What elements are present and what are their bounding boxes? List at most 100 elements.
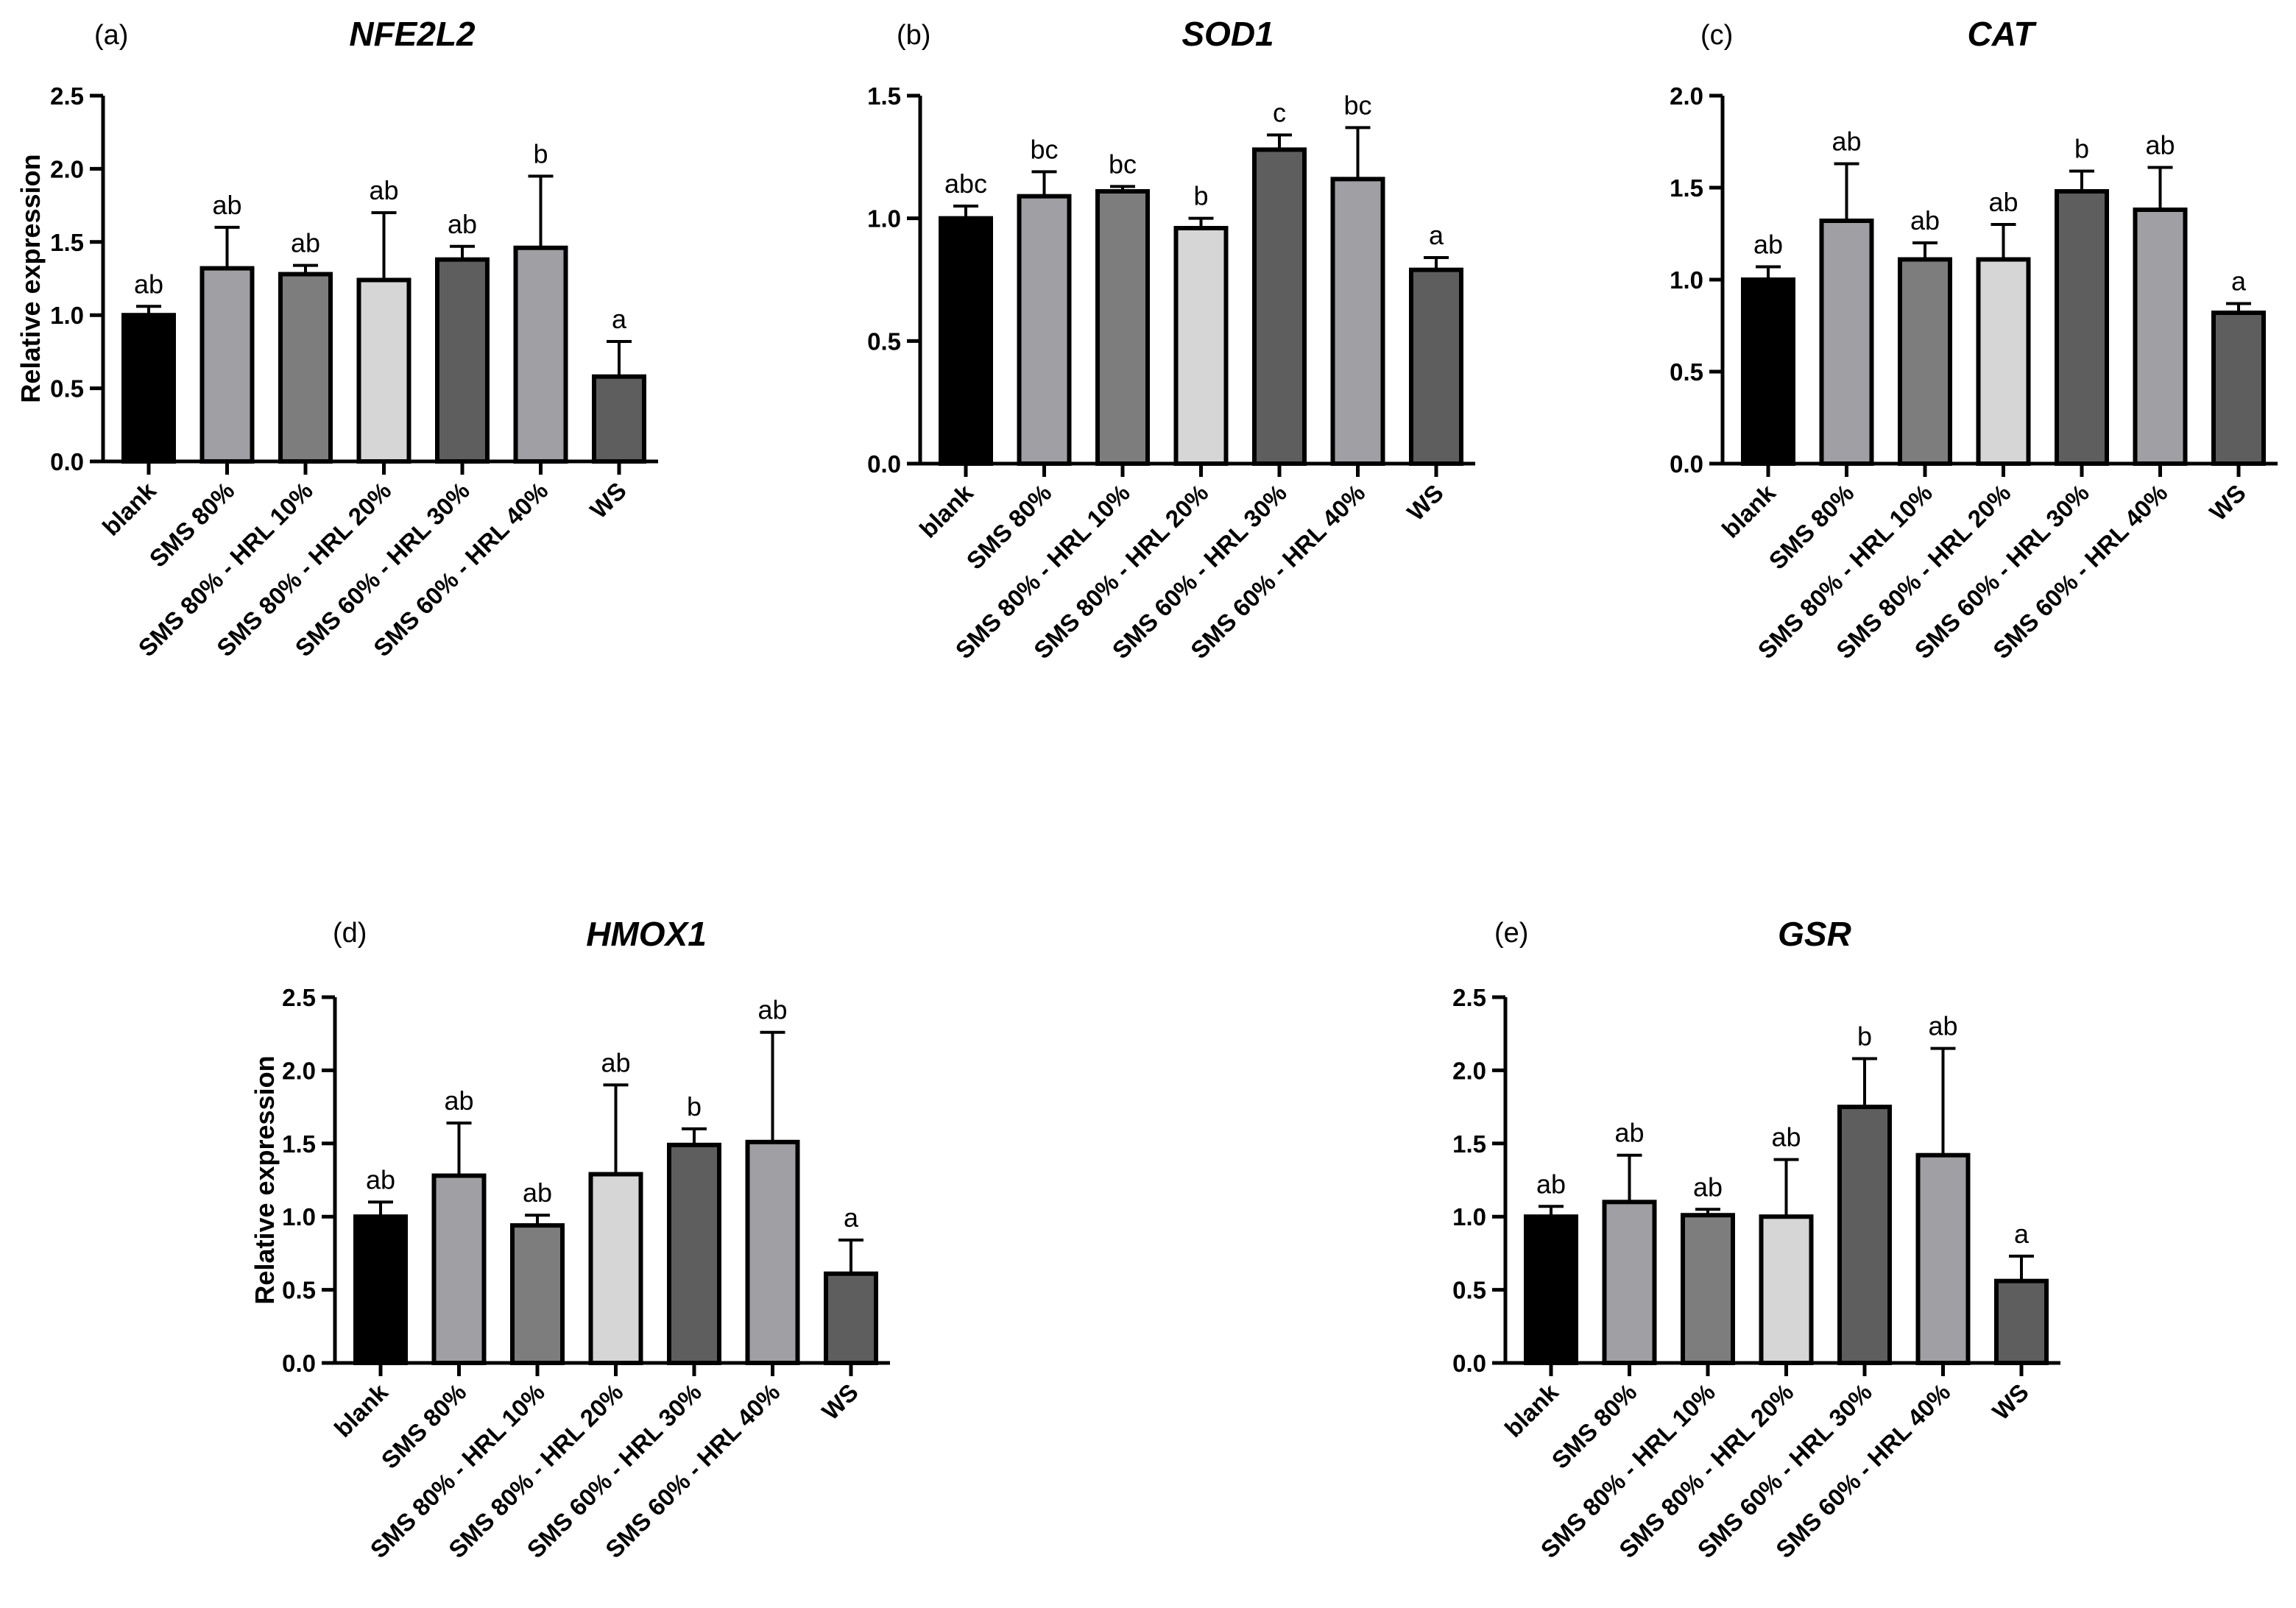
significance-label: ab [1771, 1122, 1801, 1152]
bar-4 [588, 1172, 643, 1365]
panel-label: (d) [333, 918, 367, 949]
significance-label: ab [1831, 127, 1861, 157]
category-label: WS [816, 1378, 863, 1425]
y-tick-label: 1.5 [1670, 174, 1703, 202]
y-tick-label: 0.0 [867, 450, 901, 478]
bar-6 [1330, 177, 1385, 466]
significance-label: bc [1343, 90, 1371, 120]
y-tick-label: 2.0 [1670, 82, 1703, 110]
significance-label: ab [212, 190, 241, 220]
significance-label: ab [1988, 187, 2018, 217]
bar-3 [278, 272, 333, 464]
y-tick-label: 2.5 [50, 82, 84, 110]
category-label: WS [584, 477, 632, 524]
significance-label: a [2231, 266, 2247, 297]
category-label: blank [329, 1378, 394, 1442]
y-tick-label: 1.5 [867, 82, 901, 110]
significance-label: b [687, 1091, 702, 1122]
panel-label: (c) [1700, 20, 1733, 51]
y-tick-label: 2.5 [1452, 984, 1486, 1011]
y-tick-label: 0.5 [867, 327, 901, 355]
category-label: blank [914, 478, 979, 543]
bar-1 [939, 216, 993, 466]
y-tick-label: 0.0 [282, 1350, 316, 1377]
significance-label: ab [1536, 1169, 1566, 1199]
bar-2 [431, 1173, 487, 1366]
bar-1 [1741, 277, 1795, 466]
chart-title: HMOX1 [586, 915, 707, 953]
bar-1 [121, 313, 176, 464]
bar-7 [2211, 311, 2266, 466]
significance-label: a [1429, 220, 1444, 250]
significance-label: bc [1030, 134, 1058, 164]
chart-title: CAT [1967, 15, 2037, 53]
significance-label: ab [369, 175, 398, 205]
bar-3 [510, 1223, 565, 1366]
significance-label: ab [1614, 1118, 1644, 1148]
y-tick-label: 0.5 [50, 375, 84, 403]
significance-label: ab [2145, 130, 2175, 160]
y-tick-label: 0.0 [1452, 1350, 1486, 1377]
panel-label: (a) [94, 20, 128, 51]
y-tick-label: 0.0 [50, 448, 84, 475]
y-tick-label: 1.0 [867, 205, 901, 233]
category-label: WS [2204, 479, 2251, 526]
significance-label: b [533, 138, 548, 169]
bar-2 [1017, 194, 1072, 466]
significance-label: ab [1910, 205, 1940, 235]
bar-1 [353, 1214, 408, 1365]
y-tick-label: 1.0 [282, 1203, 316, 1230]
significance-label: a [844, 1203, 859, 1233]
bar-6 [2133, 208, 2188, 466]
bar-5 [1837, 1105, 1892, 1365]
significance-label: ab [757, 995, 787, 1025]
y-tick-label: 0.5 [1452, 1277, 1486, 1304]
significance-label: ab [444, 1085, 473, 1116]
bar-3 [1898, 257, 1952, 466]
significance-label: a [2014, 1219, 2030, 1249]
bar-2 [1819, 219, 1874, 466]
significance-label: ab [1753, 230, 1783, 260]
y-tick-label: 2.0 [50, 155, 84, 183]
y-tick-label: 1.0 [1670, 266, 1703, 294]
category-label: blank [1500, 1378, 1564, 1442]
category-label: WS [1402, 479, 1449, 526]
bar-2 [1602, 1200, 1657, 1365]
bar-7 [1994, 1278, 2049, 1365]
significance-label: ab [523, 1177, 552, 1208]
significance-label: ab [1928, 1011, 1957, 1041]
panel-label: (e) [1494, 918, 1528, 949]
y-tick-label: 2.0 [1452, 1057, 1486, 1084]
bar-5 [667, 1142, 721, 1365]
y-tick-label: 2.0 [282, 1057, 316, 1084]
category-label: blank [97, 476, 162, 541]
significance-label: ab [448, 209, 477, 239]
bar-1 [1524, 1214, 1578, 1365]
bar-3 [1681, 1213, 1735, 1366]
significance-label: c [1273, 97, 1286, 127]
bar-2 [199, 266, 255, 464]
category-label: WS [1987, 1378, 2034, 1425]
chart-panel-hmox1: (d) HMOX1 0.0 0.5 1.0 1.5 2.0 2.5 Relative expre… [250, 915, 890, 1563]
significance-label: ab [1693, 1172, 1723, 1202]
significance-label: a [612, 304, 627, 334]
bar-4 [356, 277, 411, 464]
y-tick-label: 1.5 [50, 229, 84, 256]
bar-6 [1915, 1152, 1971, 1365]
bar-4 [1759, 1214, 1814, 1365]
bar-5 [435, 257, 490, 464]
bar-7 [824, 1271, 878, 1366]
bar-7 [1409, 267, 1463, 466]
bar-3 [1095, 189, 1150, 466]
y-tick-label: 0.5 [1670, 358, 1703, 386]
y-tick-label: 0.0 [1670, 450, 1703, 478]
y-axis-label: Relative expression [250, 1055, 280, 1304]
significance-label: ab [134, 269, 163, 299]
y-tick-label: 1.5 [1452, 1130, 1486, 1158]
category-label: blank [1717, 478, 1781, 543]
significance-label: ab [601, 1047, 630, 1077]
chart-title: SOD1 [1181, 15, 1274, 53]
panel-label: (b) [897, 20, 930, 51]
